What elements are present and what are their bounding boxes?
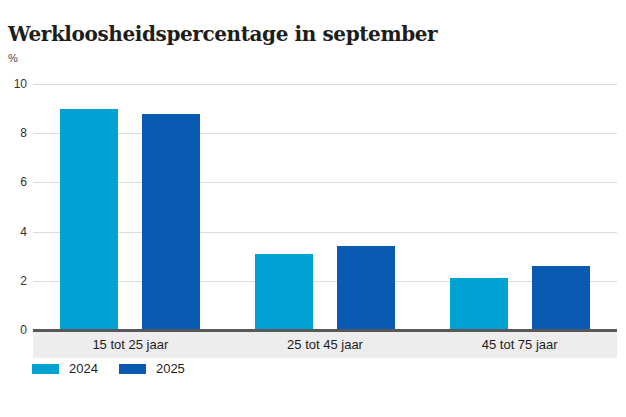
legend-item-2024: 2024 <box>32 361 98 376</box>
gridline <box>33 232 617 233</box>
bar-2024-45-tot-75-jaar <box>450 278 508 330</box>
x-category-label: 15 tot 25 jaar <box>33 332 228 358</box>
legend-swatch-2024 <box>32 364 59 374</box>
bar-2024-15-tot-25-jaar <box>60 109 118 330</box>
x-category-label: 25 tot 45 jaar <box>228 332 423 358</box>
legend-label: 2025 <box>156 361 185 376</box>
bar-2025-15-tot-25-jaar <box>142 114 200 330</box>
x-axis-category-band: 15 tot 25 jaar25 tot 45 jaar45 tot 75 ja… <box>33 332 617 358</box>
chart-page: Werkloosheidspercentage in september % 0… <box>0 0 626 417</box>
y-tick-label: 8 <box>0 125 27 141</box>
y-tick-label: 0 <box>0 322 27 338</box>
x-category-label: 45 tot 75 jaar <box>422 332 617 358</box>
y-tick-label: 10 <box>0 76 27 92</box>
gridline <box>33 133 617 134</box>
y-tick-label: 2 <box>0 273 27 289</box>
gridline <box>33 182 617 183</box>
bar-chart-plot-area <box>33 84 617 330</box>
y-tick-label: 6 <box>0 174 27 190</box>
y-tick-label: 4 <box>0 224 27 240</box>
bar-2025-45-tot-75-jaar <box>532 266 590 330</box>
legend-label: 2024 <box>69 361 98 376</box>
bar-2025-25-tot-45-jaar <box>337 246 395 330</box>
legend-item-2025: 2025 <box>119 361 185 376</box>
legend-swatch-2025 <box>119 364 146 374</box>
gridline <box>33 84 617 85</box>
chart-title: Werkloosheidspercentage in september <box>8 22 437 46</box>
chart-legend: 2024 2025 <box>32 361 185 376</box>
bar-2024-25-tot-45-jaar <box>255 254 313 330</box>
gridline <box>33 281 617 282</box>
y-axis-unit-label: % <box>8 52 18 64</box>
